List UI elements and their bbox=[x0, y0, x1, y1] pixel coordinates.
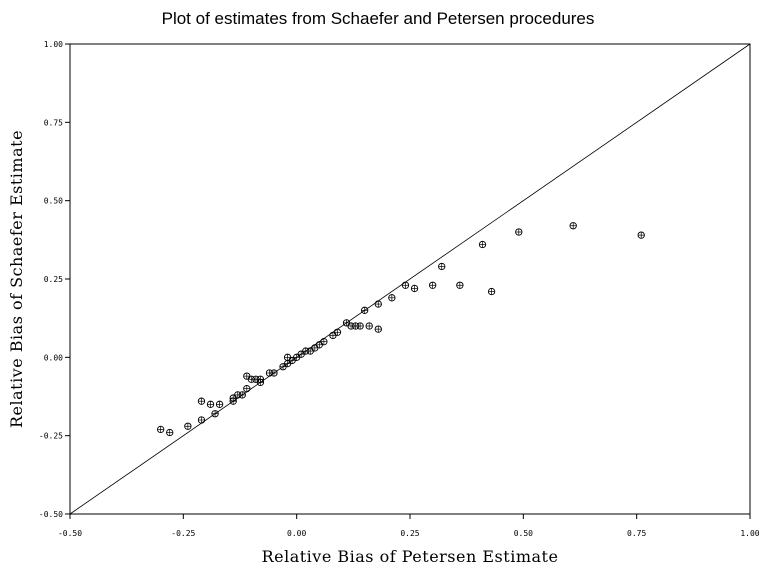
y-tick-label: 0.25 bbox=[44, 275, 63, 284]
data-point bbox=[438, 262, 446, 271]
y-tick-label: 0.00 bbox=[44, 353, 63, 362]
data-point bbox=[211, 410, 219, 418]
data-point bbox=[243, 372, 251, 380]
data-point bbox=[356, 322, 364, 330]
data-point bbox=[166, 428, 174, 437]
data-point bbox=[361, 306, 369, 314]
data-point bbox=[410, 284, 419, 293]
data-point bbox=[333, 328, 342, 336]
data-point bbox=[256, 378, 265, 387]
data-point bbox=[215, 400, 224, 408]
x-tick-label: -0.50 bbox=[58, 529, 82, 538]
identity-reference-line bbox=[69, 43, 751, 515]
data-point bbox=[243, 385, 251, 393]
data-point bbox=[487, 287, 496, 296]
y-axis: -0.50 -0.25 0.00 0.25 0.50 0.75 1.00 bbox=[39, 40, 70, 519]
data-point bbox=[297, 350, 305, 358]
data-point bbox=[197, 397, 206, 405]
data-point bbox=[388, 294, 396, 302]
data-point bbox=[157, 425, 165, 434]
data-point bbox=[374, 325, 382, 333]
data-point bbox=[478, 240, 487, 249]
data-point bbox=[342, 319, 351, 327]
y-tick-label: 1.00 bbox=[44, 40, 63, 49]
data-point bbox=[320, 338, 328, 346]
data-points bbox=[157, 222, 645, 437]
data-point bbox=[283, 359, 292, 368]
x-axis: -0.50 -0.25 0.00 0.25 0.50 0.75 1.00 bbox=[58, 514, 760, 538]
data-point bbox=[184, 422, 192, 430]
data-point bbox=[569, 222, 577, 230]
data-point bbox=[401, 281, 410, 289]
x-tick-label: 0.50 bbox=[514, 529, 533, 538]
y-tick-label: -0.50 bbox=[39, 510, 63, 519]
data-point bbox=[374, 300, 382, 308]
x-axis-label: Relative Bias of Petersen Estimate bbox=[262, 547, 559, 566]
data-point bbox=[306, 347, 314, 355]
x-tick-label: 0.00 bbox=[287, 529, 306, 538]
y-axis-label: Relative Bias of Schaefer Estimate bbox=[7, 130, 26, 428]
data-point bbox=[270, 369, 278, 377]
data-point bbox=[229, 394, 237, 402]
data-point bbox=[197, 416, 206, 424]
data-point bbox=[456, 281, 464, 289]
x-tick-label: -0.25 bbox=[171, 529, 195, 538]
data-point bbox=[429, 281, 437, 289]
data-point bbox=[288, 356, 296, 365]
y-tick-label: 0.75 bbox=[44, 118, 63, 127]
data-point bbox=[311, 344, 319, 352]
data-point bbox=[283, 353, 292, 361]
data-point bbox=[515, 228, 523, 236]
chart-title: Plot of estimates from Schaefer and Pete… bbox=[162, 9, 595, 28]
data-point bbox=[238, 391, 246, 399]
data-point bbox=[365, 322, 373, 330]
y-tick-label: -0.25 bbox=[39, 432, 63, 441]
data-point bbox=[329, 331, 337, 340]
data-point bbox=[293, 353, 301, 361]
y-tick-label: 0.50 bbox=[44, 197, 63, 206]
x-tick-label: 1.00 bbox=[740, 529, 759, 538]
x-tick-label: 0.75 bbox=[627, 529, 646, 538]
x-tick-label: 0.25 bbox=[400, 529, 419, 538]
data-point bbox=[279, 363, 287, 371]
data-point bbox=[637, 231, 645, 239]
data-point bbox=[315, 341, 323, 349]
data-point bbox=[206, 400, 215, 408]
